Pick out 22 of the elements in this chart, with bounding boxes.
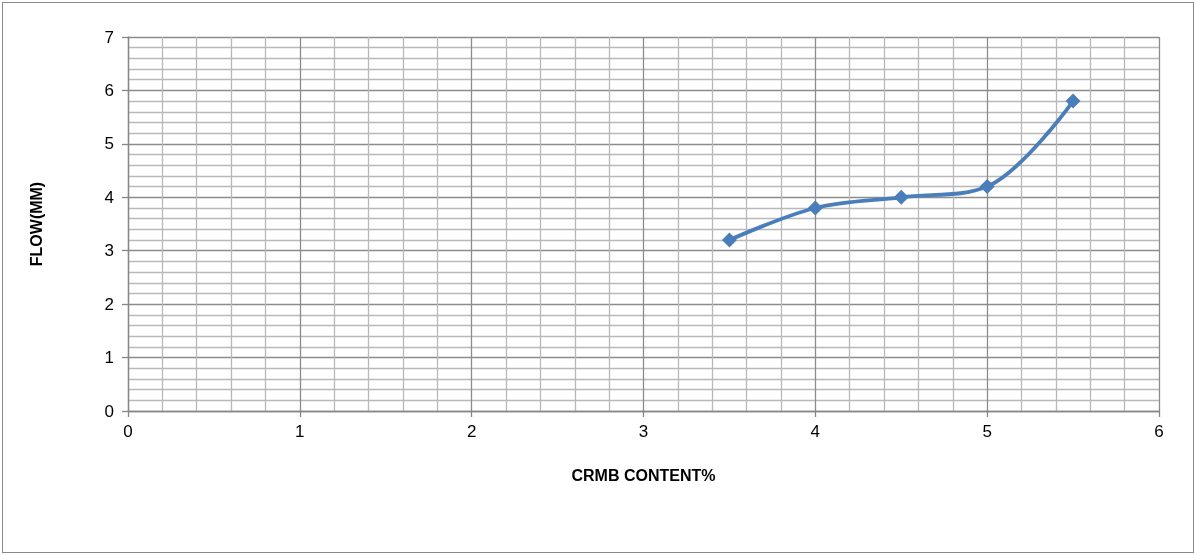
y-tick-label: 3 (104, 241, 114, 261)
point (893, 189, 909, 205)
y-tick-label: 1 (104, 348, 114, 368)
point (807, 200, 823, 216)
x-tick-label: 3 (638, 422, 649, 441)
point (1065, 93, 1081, 109)
y-tick-label: 7 (104, 27, 114, 47)
y-tick-label: 4 (104, 187, 114, 207)
x-tick-label: 6 (1154, 422, 1164, 441)
x-tick-label: 1 (295, 422, 305, 441)
x-tick-label: 0 (123, 422, 133, 441)
y-axis-title: FLOW(MM) (27, 181, 45, 267)
point (721, 232, 737, 248)
x-axis-title: CRMB CONTENT% (571, 466, 716, 484)
y-tick-label: 2 (104, 294, 114, 314)
y-tick-label: 6 (104, 80, 114, 100)
x-tick-label: 4 (810, 422, 821, 441)
point (979, 179, 995, 195)
y-tick-label: 5 (104, 134, 114, 154)
x-tick-label: 2 (466, 422, 477, 441)
x-tick-label: 5 (982, 422, 992, 441)
y-tick-label: 0 (104, 401, 114, 421)
